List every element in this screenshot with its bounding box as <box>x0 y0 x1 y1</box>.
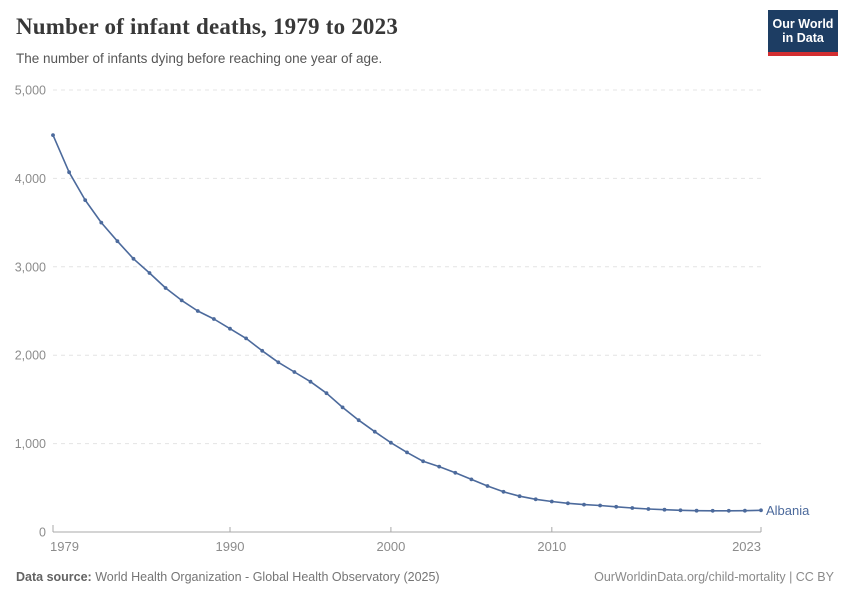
data-point[interactable] <box>260 348 265 353</box>
owid-logo-line1: Our World <box>772 16 834 31</box>
data-point[interactable] <box>212 317 216 321</box>
data-point[interactable] <box>276 360 281 365</box>
data-point[interactable] <box>726 508 731 513</box>
owid-logo[interactable]: Our World in Data <box>768 10 838 56</box>
data-point[interactable] <box>662 507 667 512</box>
data-point[interactable] <box>566 501 570 506</box>
data-point[interactable] <box>469 477 474 482</box>
data-point[interactable] <box>630 506 635 510</box>
chart-subtitle: The number of infants dying before reach… <box>16 51 383 66</box>
data-point[interactable] <box>244 336 249 341</box>
data-point[interactable] <box>743 508 747 513</box>
x-axis-tick-label: 2000 <box>376 539 405 554</box>
data-point[interactable] <box>614 504 619 509</box>
data-point[interactable] <box>83 198 88 203</box>
data-point[interactable] <box>549 499 554 504</box>
chart-footer: Data source: World Health Organization -… <box>0 565 850 589</box>
data-point[interactable] <box>67 170 71 175</box>
data-point[interactable] <box>501 489 506 494</box>
line-chart[interactable]: 0 1,000 2,000 3,000 4,000 5,000 1979 1990 2000 20… <box>0 80 850 560</box>
data-point[interactable] <box>678 508 683 513</box>
data-point[interactable] <box>582 502 586 507</box>
data-point[interactable] <box>99 220 104 225</box>
data-source-note: Data source: World Health Organization -… <box>16 570 440 584</box>
data-point[interactable] <box>51 133 55 138</box>
y-axis-tick-label: 5,000 <box>15 84 46 98</box>
data-point[interactable] <box>147 271 152 275</box>
data-point[interactable] <box>759 508 763 513</box>
data-point[interactable] <box>389 440 393 445</box>
data-source-label: Data source: <box>16 570 92 584</box>
data-point[interactable] <box>517 494 522 499</box>
data-point[interactable] <box>179 298 184 303</box>
data-point[interactable] <box>405 450 409 455</box>
data-point[interactable] <box>485 484 490 488</box>
y-axis-tick-label: 2,000 <box>15 349 46 363</box>
license-credit-link[interactable]: OurWorldinData.org/child-mortality | CC … <box>594 570 834 584</box>
data-line[interactable] <box>52 134 762 512</box>
x-axis-tick-label: 2010 <box>537 539 566 554</box>
data-point[interactable] <box>421 459 425 464</box>
data-point[interactable] <box>308 379 313 384</box>
x-axis-tick-label: 1979 <box>50 539 79 554</box>
y-axis-tick-label: 1,000 <box>15 437 46 451</box>
page-title: Number of infant deaths, 1979 to 2023 <box>16 14 399 39</box>
data-point[interactable] <box>694 508 699 513</box>
data-point[interactable] <box>163 286 168 290</box>
data-point[interactable] <box>372 429 377 434</box>
data-point[interactable] <box>646 507 651 511</box>
chart-area: 0 1,000 2,000 3,000 4,000 5,000 1979 1990 2000 20… <box>0 80 850 560</box>
y-axis-tick-label: 4,000 <box>15 172 46 186</box>
data-point[interactable] <box>292 370 297 374</box>
data-point[interactable] <box>340 405 345 410</box>
data-point[interactable] <box>437 464 442 469</box>
data-point[interactable] <box>324 391 329 396</box>
owid-logo-line2: in Data <box>782 31 824 45</box>
data-point[interactable] <box>228 326 232 331</box>
data-point[interactable] <box>598 503 602 508</box>
data-point[interactable] <box>710 508 715 513</box>
data-point[interactable] <box>453 470 458 475</box>
data-point[interactable] <box>356 418 361 423</box>
data-point[interactable] <box>533 497 538 502</box>
x-axis-tick-label: 1990 <box>216 539 245 554</box>
data-point[interactable] <box>195 309 200 313</box>
x-axis-tick-label: 2023 <box>732 539 761 554</box>
data-point[interactable] <box>131 256 136 261</box>
y-axis-tick-label: 0 <box>39 526 46 540</box>
y-axis-tick-label: 3,000 <box>15 260 46 274</box>
data-point[interactable] <box>115 239 120 244</box>
series-entity-label[interactable]: Albania <box>766 503 810 518</box>
data-source-text: World Health Organization - Global Healt… <box>95 570 440 584</box>
